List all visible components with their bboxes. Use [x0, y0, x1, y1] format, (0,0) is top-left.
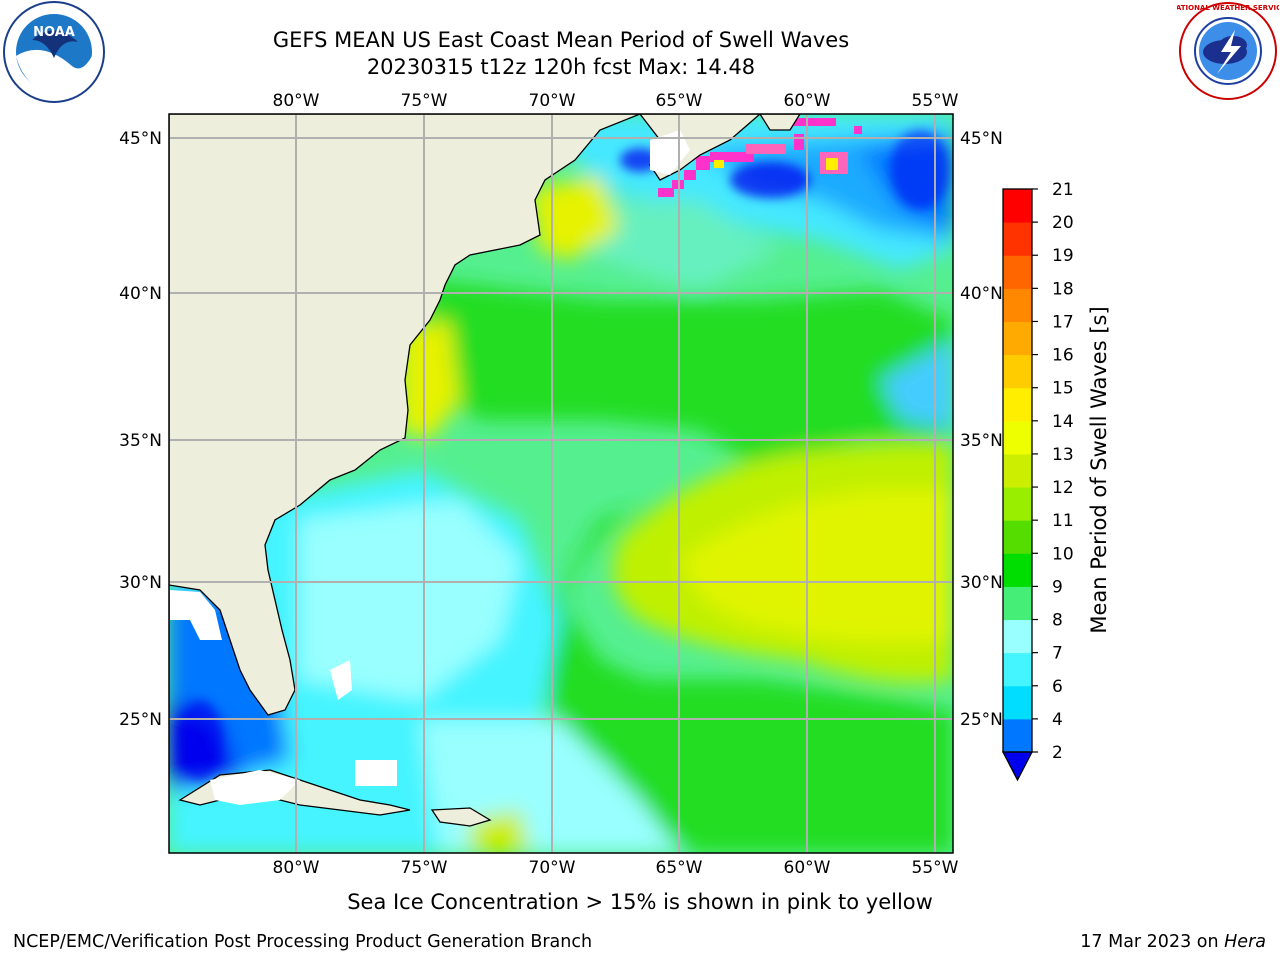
lon-label-top: 80°W: [273, 91, 320, 111]
swell-period-field: [169, 114, 953, 853]
lon-label-top: 55°W: [912, 91, 959, 111]
colorbar-tick-label: 12: [1052, 478, 1074, 498]
lon-label-top: 60°W: [784, 91, 831, 111]
colorbar-segment: [1003, 255, 1032, 289]
lon-label-bottom: 75°W: [401, 858, 448, 878]
colorbar-segment: [1003, 354, 1032, 389]
colorbar-segment: [1003, 321, 1032, 356]
sea-ice-overlay: [658, 118, 862, 197]
colorbar-label: Mean Period of Swell Waves [s]: [1087, 306, 1111, 633]
colorbar-segment: [1003, 420, 1032, 455]
noaa-logo-text: NOAA: [33, 25, 75, 40]
colorbar-tick-label: 18: [1052, 279, 1074, 299]
nws-logo-text: NATIONAL WEATHER SERVICE: [1177, 4, 1279, 12]
colorbar-tick-label: 10: [1052, 544, 1074, 564]
colorbar-tick-label: 14: [1052, 412, 1074, 432]
colorbar-tick-label: 4: [1052, 710, 1063, 730]
colorbar-tick-label: 13: [1052, 445, 1074, 465]
colorbar-segment: [1003, 586, 1032, 621]
colorbar-segment: [1003, 685, 1032, 720]
lat-label-left: 30°N: [119, 573, 162, 593]
colorbar-tick-label: 20: [1052, 213, 1074, 233]
sea-ice-caption: Sea Ice Concentration > 15% is shown in …: [347, 890, 933, 914]
colorbar-segment: [1003, 652, 1032, 687]
footer-date: 17 Mar 2023 on Hera: [1080, 932, 1266, 952]
lat-label-right: 30°N: [960, 573, 1003, 593]
lat-label-right: 35°N: [960, 431, 1003, 451]
noaa-logo: NOAA: [3, 1, 105, 103]
lon-label-bottom: 60°W: [784, 858, 831, 878]
lon-label-bottom: 80°W: [273, 858, 320, 878]
map-axis-labels: 80°W 80°W 75°W 75°W 70°W 70°W 65°W 65°W 60°W 60°W…: [119, 91, 1003, 878]
colorbar-segment: [1003, 288, 1032, 322]
lon-label-top: 65°W: [656, 91, 703, 111]
lon-label-top: 75°W: [401, 91, 448, 111]
colorbar-tick-label: 6: [1052, 677, 1063, 697]
colorbar-tick-label: 19: [1052, 246, 1074, 266]
map-gridlines: [169, 114, 953, 853]
nws-logo: NATIONAL WEATHER SERVICE: [1177, 2, 1279, 100]
lon-label-top: 70°W: [529, 91, 576, 111]
footer-date-text: 17 Mar 2023 on: [1080, 932, 1225, 952]
footer-host: Hera: [1224, 932, 1266, 952]
lat-label-right: 40°N: [960, 284, 1003, 304]
colorbar-segment: [1003, 553, 1032, 587]
colorbar-tick-label: 11: [1052, 511, 1074, 531]
colorbar-tick-label: 9: [1052, 577, 1063, 597]
colorbar-tick-label: 7: [1052, 644, 1063, 664]
map-frame: [168, 113, 954, 854]
colorbar-tick-label: 8: [1052, 611, 1063, 631]
colorbar-tick-label: 17: [1052, 312, 1074, 332]
colorbar-tick-label: 21: [1052, 180, 1074, 200]
lon-label-bottom: 70°W: [529, 858, 576, 878]
lat-label-left: 45°N: [119, 129, 162, 149]
map-subtitle: 20230315 t12z 120h fcst Max: 14.48: [366, 55, 756, 79]
lon-label-bottom: 65°W: [656, 858, 703, 878]
lat-label-right: 25°N: [960, 710, 1003, 730]
colorbar-segment: [1003, 520, 1032, 554]
colorbar-segment: [1003, 718, 1032, 753]
colorbar-segment: [1003, 487, 1032, 521]
colorbar-extend-arrow: [1001, 751, 1034, 782]
colorbar-segment: [1003, 387, 1032, 422]
lat-label-right: 45°N: [960, 129, 1003, 149]
colorbar-segment: [1003, 222, 1032, 256]
colorbar-tick-label: 15: [1052, 379, 1074, 399]
colorbar-tick-label: 16: [1052, 346, 1074, 366]
colorbar: 2 4 6 7 8 9 10 11 12 13 14 15 16 17 18 19 20 21: [1001, 180, 1074, 782]
colorbar-segment: [1003, 189, 1032, 223]
footer-branch: NCEP/EMC/Verification Post Processing Pr…: [13, 932, 593, 952]
map-title: GEFS MEAN US East Coast Mean Period of S…: [272, 28, 850, 52]
colorbar-segment: [1003, 619, 1032, 654]
lat-label-left: 25°N: [119, 710, 162, 730]
colorbar-segment: [1003, 453, 1032, 488]
lat-label-left: 40°N: [119, 284, 162, 304]
lat-label-left: 35°N: [119, 431, 162, 451]
colorbar-frame: [1002, 188, 1033, 753]
lon-label-bottom: 55°W: [912, 858, 959, 878]
colorbar-tick-label: 2: [1052, 743, 1063, 763]
